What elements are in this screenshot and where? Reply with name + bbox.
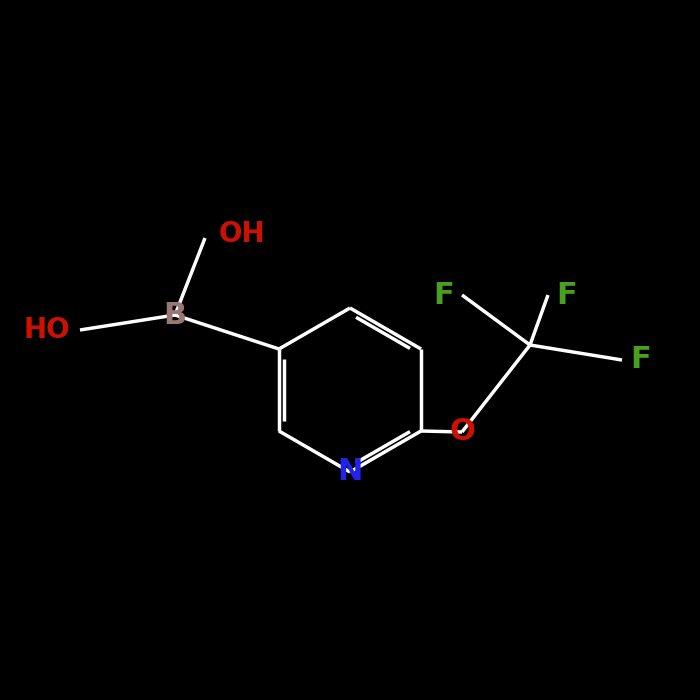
Text: F: F: [630, 346, 651, 375]
Text: F: F: [433, 281, 454, 309]
Text: F: F: [556, 281, 577, 309]
Text: B: B: [163, 300, 187, 330]
Text: N: N: [337, 458, 363, 486]
Text: OH: OH: [219, 220, 265, 248]
Text: HO: HO: [23, 316, 70, 344]
Text: O: O: [449, 417, 475, 447]
